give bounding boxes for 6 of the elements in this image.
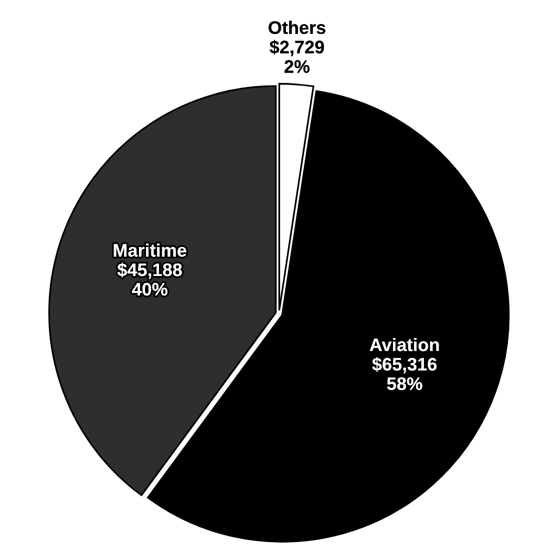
data-label: $2,729 2%	[270, 40, 324, 73]
slice-label: Others	[268, 20, 326, 34]
slice-label: Maritime	[114, 244, 186, 257]
data-label: $45,188 40%	[117, 262, 182, 296]
data-label: $65,316 58%	[372, 357, 437, 390]
slice-label: Aviation	[370, 338, 439, 352]
